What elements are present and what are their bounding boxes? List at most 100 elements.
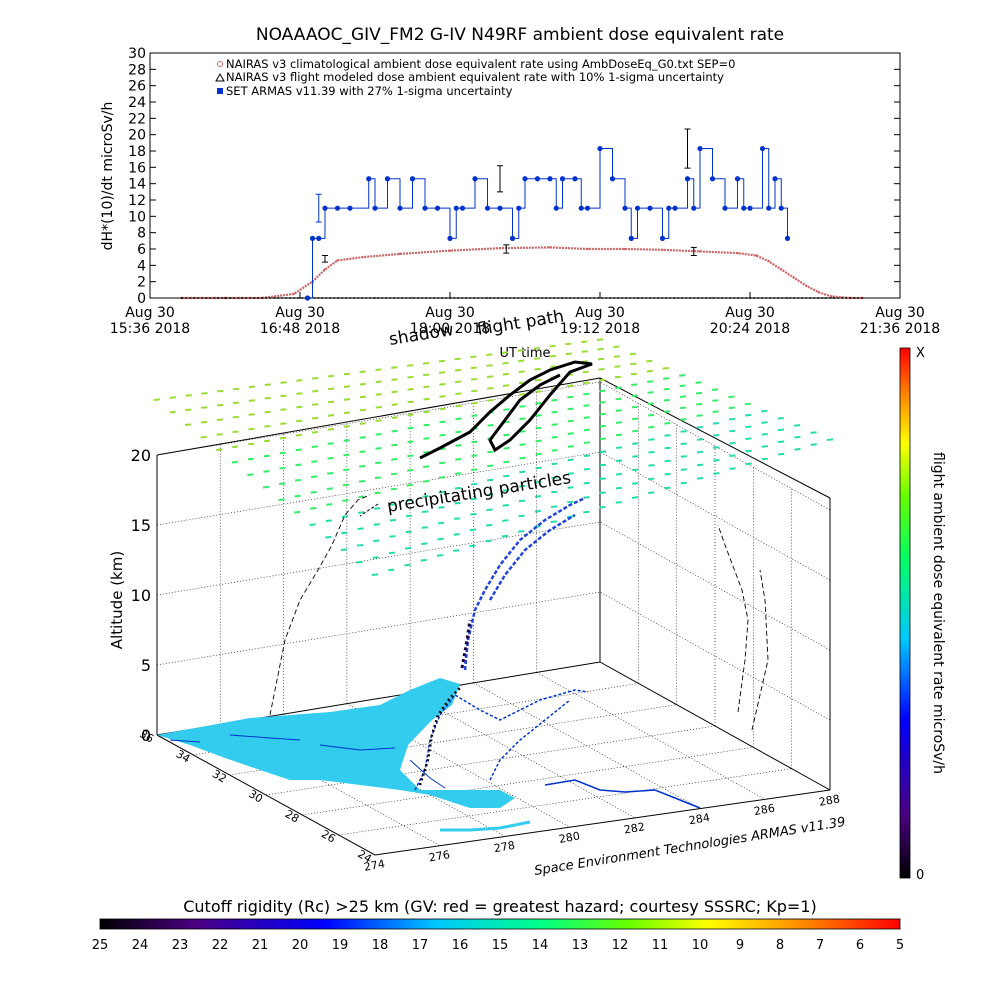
rigidity-dash xyxy=(422,479,430,483)
latitude-tick-label: 28 xyxy=(283,807,302,825)
rigidity-dash xyxy=(342,499,349,502)
rigidity-dash xyxy=(471,389,478,393)
x-tick-label-date: Aug 30 xyxy=(875,305,925,321)
rigidity-dash xyxy=(264,425,271,428)
rigidity-dash xyxy=(567,472,574,475)
rigidity-dash xyxy=(185,394,192,397)
data-point-flight-modeled xyxy=(749,297,751,299)
rigidity-dash xyxy=(535,414,542,417)
x-tick-label-time: 16:48 2018 xyxy=(260,321,340,337)
data-point-armas xyxy=(697,145,703,152)
rigidity-dash xyxy=(583,510,590,514)
rigidity-dash xyxy=(599,437,607,441)
rigidity-dash xyxy=(518,370,525,373)
rigidity-dash xyxy=(534,378,541,382)
rigidity-dash xyxy=(262,485,270,489)
data-point-climatological xyxy=(817,291,820,294)
data-point-armas xyxy=(434,205,441,211)
rigidity-dash xyxy=(422,510,429,514)
x-tick-label-time: 15:36 2018 xyxy=(110,321,190,337)
rigidity-dash xyxy=(200,420,208,424)
legend-marker-flight-modeled xyxy=(215,72,225,82)
rigidity-dash xyxy=(519,417,526,421)
data-point-climatological xyxy=(498,246,502,250)
data-point-flight-modeled xyxy=(261,297,264,299)
data-point-armas xyxy=(309,235,316,241)
rigidity-dash xyxy=(679,384,686,388)
rigidity-dash xyxy=(278,498,285,501)
rigidity-colorbar-tick-label: 12 xyxy=(612,938,629,953)
legend-marker-climatological xyxy=(217,61,223,67)
rigidity-dash xyxy=(248,399,255,402)
legend-entry-climatological: NAIRAS v3 climatological ambient dose eq… xyxy=(217,57,735,71)
rigidity-dash xyxy=(405,530,412,534)
data-point-climatological xyxy=(767,260,770,263)
rigidity-dash xyxy=(551,435,558,439)
rigidity-dash xyxy=(664,410,671,413)
data-point-armas xyxy=(772,176,778,182)
rigidity-dash xyxy=(359,395,366,399)
y-axis-label: dH*(10)/dt microSv/h xyxy=(100,102,116,251)
rigidity-dash xyxy=(680,406,687,410)
latitude-tick-label: 30 xyxy=(246,787,265,805)
rigidity-dash xyxy=(567,500,574,504)
rigidity-dash xyxy=(598,367,605,371)
rigidity-dash xyxy=(810,431,817,434)
y-tick-label: 6 xyxy=(137,242,146,258)
y-tick-label: 8 xyxy=(137,226,146,242)
data-point-armas xyxy=(672,205,678,211)
data-point-flight-modeled xyxy=(786,297,789,299)
rigidity-dash xyxy=(503,408,510,411)
data-point-armas xyxy=(734,176,741,182)
rigidity-dash xyxy=(356,543,364,547)
rigidity-dash xyxy=(680,468,687,471)
data-point-armas xyxy=(334,205,341,211)
rigidity-dash xyxy=(423,410,430,414)
altitude-tick-label: 10 xyxy=(131,586,151,605)
rigidity-dash xyxy=(501,534,509,538)
rigidity-dash xyxy=(646,359,653,363)
rigidity-dash xyxy=(567,486,574,489)
rigidity-colorbar-tick-label: 8 xyxy=(776,938,784,953)
rigidity-dash xyxy=(389,518,397,522)
rigidity-dash xyxy=(264,396,271,400)
rigidity-dash xyxy=(391,429,398,433)
rigidity-dash xyxy=(407,388,414,391)
data-point-climatological xyxy=(830,295,833,298)
rigidity-dash xyxy=(567,395,574,399)
rigidity-dash xyxy=(374,476,382,479)
flight-path-3d xyxy=(463,496,586,671)
rigidity-dash xyxy=(471,440,478,444)
x-tick-label-date: Aug 30 xyxy=(425,305,475,321)
rigidity-dash xyxy=(696,463,704,467)
rigidity-dash xyxy=(712,410,719,414)
rigidity-dash xyxy=(744,402,751,406)
rigidity-dash xyxy=(438,506,445,509)
data-point-climatological xyxy=(755,254,758,257)
rigidity-dash xyxy=(519,470,526,474)
rigidity-dash xyxy=(646,369,653,373)
rigidity-dash xyxy=(247,457,254,461)
data-point-climatological xyxy=(398,252,402,256)
rigidity-dash xyxy=(453,533,460,536)
rigidity-dash xyxy=(294,478,302,482)
rigidity-colorbar-tick-label: 5 xyxy=(896,938,904,953)
rigidity-dash xyxy=(616,459,623,463)
data-point-climatological xyxy=(292,292,295,296)
rigidity-dash xyxy=(614,365,621,368)
rigidity-dash xyxy=(343,439,350,442)
rigidity-dash xyxy=(470,377,478,381)
rigidity-dash xyxy=(455,417,462,421)
rigidity-dash xyxy=(327,400,335,404)
rigidity-dash xyxy=(357,527,364,531)
rigidity-dash xyxy=(470,366,477,370)
rigidity-dash xyxy=(777,416,784,420)
series-line-armas xyxy=(307,148,788,299)
rigidity-dash xyxy=(280,394,287,398)
data-point-armas xyxy=(691,205,697,211)
y-tick-label: 28 xyxy=(128,62,146,78)
rigidity-dash xyxy=(502,361,509,365)
error-bar xyxy=(503,244,510,254)
rigidity-dash xyxy=(534,367,541,371)
data-point-armas xyxy=(578,205,584,211)
